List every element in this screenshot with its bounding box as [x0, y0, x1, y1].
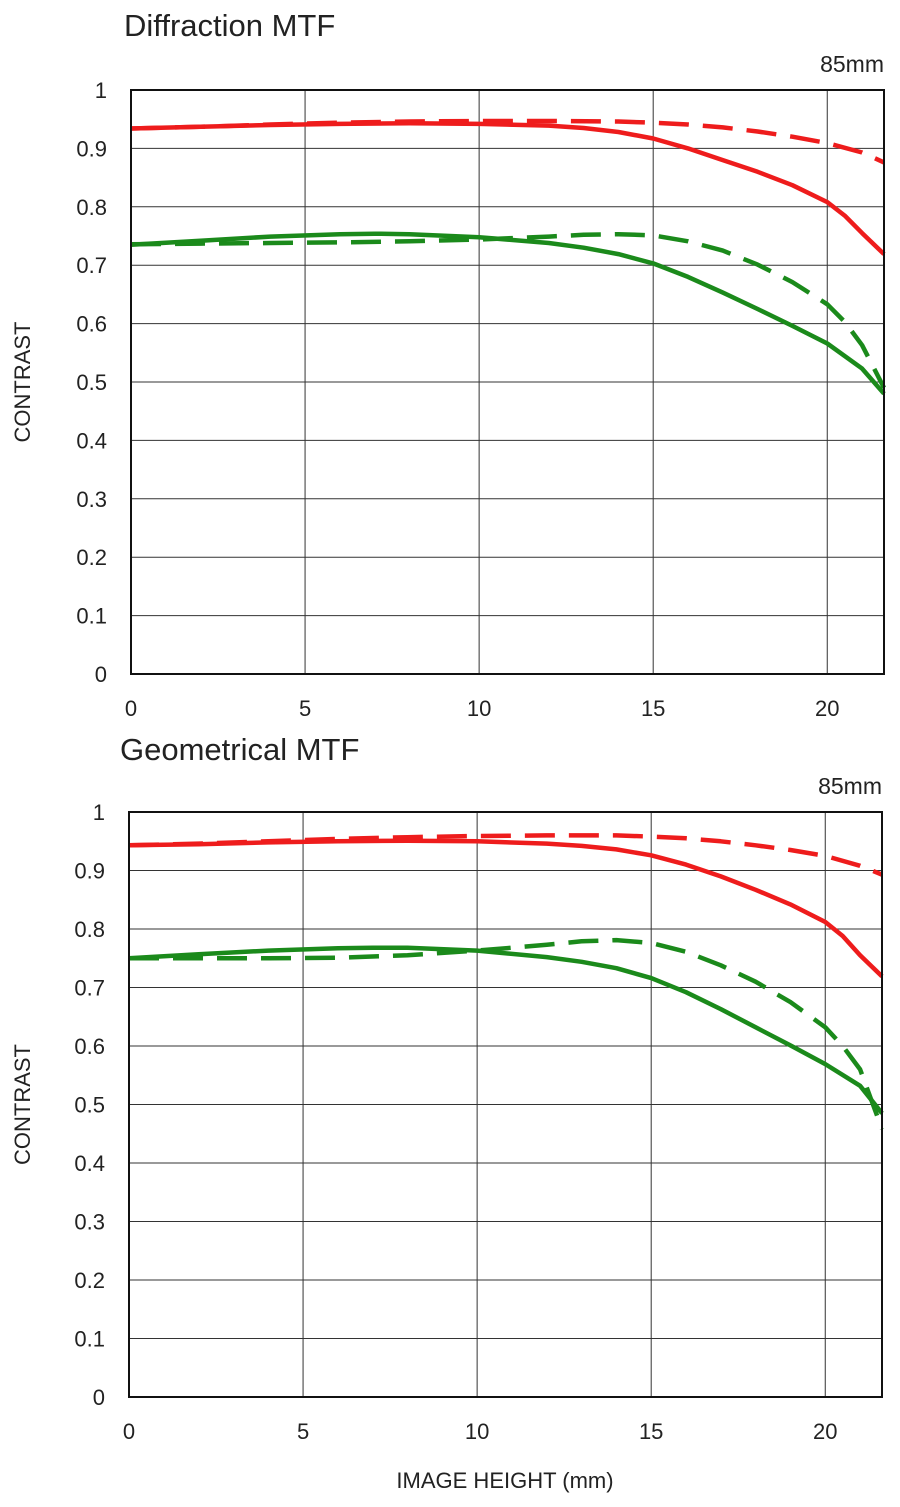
chart-2-y-tick-label: 0.8 — [74, 917, 105, 942]
chart-1-x-tick-label: 20 — [815, 696, 839, 721]
chart-2-y-axis-label: CONTRAST — [10, 1044, 35, 1165]
chart-1-y-tick-label: 0.6 — [76, 312, 107, 337]
chart-1-x-tick-label: 0 — [125, 696, 137, 721]
chart-2-y-tick-label: 0.3 — [74, 1210, 105, 1235]
chart-1-series-3-solid-line — [130, 231, 886, 396]
chart-2-title: Geometrical MTF — [120, 732, 359, 767]
chart-1-series-1-solid-line — [130, 121, 886, 256]
chart-1-y-tick-label: 0.3 — [76, 487, 107, 512]
chart-1-x-tick-label: 10 — [467, 696, 491, 721]
chart-1: Diffraction MTF 85mm 0 0.1 0.2 0.3 0.4 0.5 0.6 0.… — [10, 8, 887, 721]
chart-1-focal-length: 85mm — [820, 51, 884, 77]
chart-2-series-4-dashed-line — [129, 937, 885, 1130]
chart-2-y-tick-label: 0.4 — [74, 1151, 105, 1176]
chart-2-y-tick-label: 1 — [93, 800, 105, 825]
chart-1-y-tick-label: 0.9 — [76, 136, 107, 161]
chart-1-y-tick-label: 0.1 — [76, 604, 107, 629]
chart-2-x-tick-label: 5 — [297, 1419, 309, 1444]
chart-1-y-tick-label: 0.7 — [76, 253, 107, 278]
chart-2: Geometrical MTF 85mm 0 0.1 0.2 0.3 0.4 0.5 0.6 0.… — [10, 732, 885, 1444]
chart-2-focal-length: 85mm — [818, 773, 882, 799]
chart-2-y-tick-label: 0 — [93, 1385, 105, 1410]
chart-2-x-tick-label: 20 — [813, 1419, 837, 1444]
chart-1-y-axis-label: CONTRAST — [10, 322, 35, 443]
shared-x-axis-label: IMAGE HEIGHT (mm) — [396, 1468, 613, 1493]
chart-1-y-tick-label: 0.8 — [76, 195, 107, 220]
chart-1-y-tick-label: 1 — [95, 78, 107, 103]
chart-2-y-tick-label: 0.5 — [74, 1093, 105, 1118]
chart-1-plot-frame — [130, 89, 885, 675]
chart-1-series-4-dashed-line — [130, 231, 887, 389]
chart-2-x-tick-label: 10 — [465, 1419, 489, 1444]
chart-2-series-2-dashed-line — [128, 833, 883, 877]
chart-2-series-3-solid-line — [128, 945, 884, 1115]
chart-1-y-tick-label: 0.5 — [76, 370, 107, 395]
chart-2-y-tick-label: 0.6 — [74, 1034, 105, 1059]
chart-2-y-tick-label: 0.9 — [74, 859, 105, 884]
chart-1-x-tick-label: 15 — [641, 696, 665, 721]
chart-2-y-tick-label: 0.2 — [74, 1268, 105, 1293]
chart-1-title: Diffraction MTF — [124, 8, 335, 43]
chart-1-series-2-dashed-line — [130, 118, 885, 165]
chart-2-y-tick-label: 0.1 — [74, 1327, 105, 1352]
chart-1-y-tick-label: 0 — [95, 662, 107, 687]
chart-2-y-tick-label: 0.7 — [74, 976, 105, 1001]
chart-1-y-tick-label: 0.4 — [76, 428, 107, 453]
chart-1-y-tick-label: 0.2 — [76, 545, 107, 570]
chart-2-x-tick-label: 0 — [123, 1419, 135, 1444]
chart-1-x-tick-label: 5 — [299, 696, 311, 721]
chart-2-plot-frame — [128, 811, 883, 1398]
chart-2-x-tick-label: 15 — [639, 1419, 663, 1444]
chart-2-series-1-solid-line — [128, 838, 884, 979]
